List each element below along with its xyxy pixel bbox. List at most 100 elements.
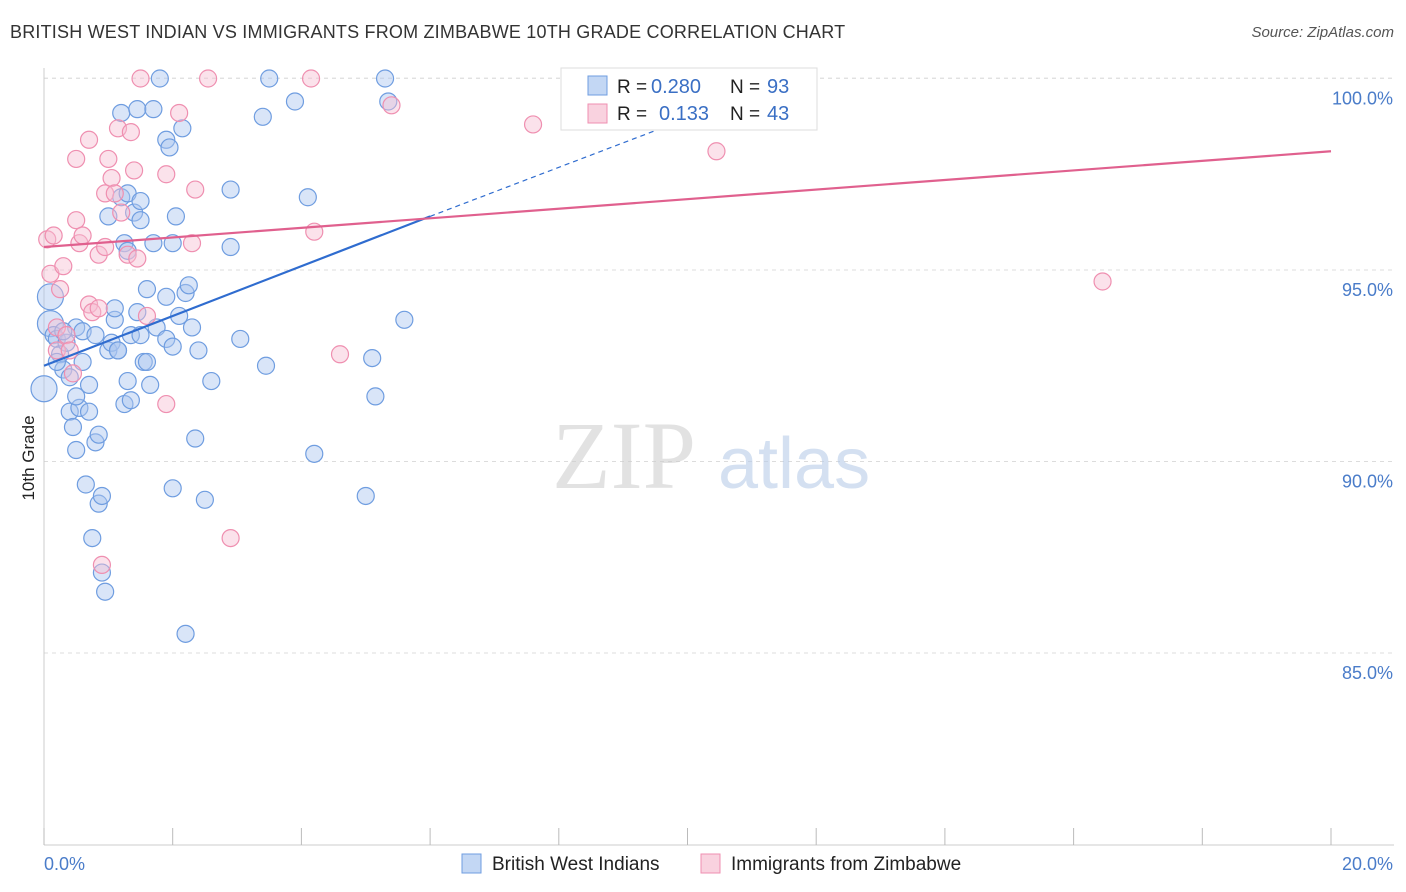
- data-point: [124, 161, 144, 180]
- data-point: [176, 624, 195, 643]
- data-point: [195, 490, 214, 509]
- data-point: [356, 486, 375, 506]
- data-point: [166, 207, 186, 226]
- data-point: [163, 234, 182, 253]
- data-point: [157, 287, 176, 306]
- data-point: [157, 394, 176, 414]
- data-point: [54, 257, 73, 276]
- data-point: [79, 130, 99, 149]
- legend-r-label: R =: [617, 104, 647, 125]
- data-point: [137, 306, 157, 326]
- data-point: [363, 348, 382, 368]
- data-point: [47, 318, 66, 337]
- legend-r-value-0: 0.280: [651, 76, 701, 98]
- trend-line-1: [43, 150, 1332, 249]
- data-point: [198, 69, 218, 88]
- series-1: [38, 69, 1112, 575]
- data-point: [108, 341, 128, 360]
- data-point: [163, 479, 182, 498]
- data-point: [186, 429, 205, 448]
- y-tick-label: 100.0%: [1332, 89, 1393, 109]
- data-point: [256, 356, 276, 375]
- data-point: [150, 69, 169, 88]
- data-point: [96, 582, 115, 601]
- data-point: [189, 341, 208, 360]
- data-point: [57, 326, 76, 345]
- data-point: [160, 138, 179, 157]
- data-point: [131, 69, 150, 88]
- watermark-zip: ZIP: [552, 402, 696, 509]
- data-point: [141, 375, 160, 394]
- series-0: [30, 69, 414, 643]
- data-point: [144, 234, 163, 253]
- data-point: [92, 555, 112, 575]
- data-point: [131, 191, 150, 211]
- data-point: [231, 329, 250, 349]
- data-point: [202, 371, 221, 391]
- data-point: [76, 475, 95, 494]
- data-point: [179, 276, 198, 295]
- gridlines: [44, 77, 1394, 654]
- data-point: [395, 310, 414, 329]
- data-point: [67, 387, 86, 406]
- data-points: [30, 69, 1112, 643]
- data-point: [253, 107, 272, 126]
- data-point: [121, 391, 140, 410]
- data-point: [182, 234, 202, 253]
- data-point: [144, 100, 163, 119]
- y-tick-label: 95.0%: [1342, 280, 1393, 300]
- data-point: [92, 563, 112, 582]
- tick-labels: 85.0% 90.0% 95.0% 100.0% 0.0% 20.0%: [44, 89, 1393, 875]
- y-tick-label: 90.0%: [1342, 472, 1393, 492]
- data-point: [102, 168, 121, 188]
- data-point: [128, 100, 147, 119]
- y-tick-label: 85.0%: [1342, 663, 1393, 683]
- data-point: [375, 69, 395, 88]
- trend-line-0: [43, 215, 431, 367]
- data-point: [60, 402, 79, 421]
- legend-swatch-zimbabwe: [587, 103, 608, 124]
- legend-n-value-1: 43: [767, 103, 789, 125]
- data-point: [221, 528, 240, 548]
- data-point: [89, 299, 108, 318]
- legend-r-value-1: 0.133: [659, 103, 709, 125]
- data-point: [67, 211, 86, 230]
- series-legend-swatch-zimbabwe: [700, 853, 721, 874]
- data-point: [523, 115, 543, 134]
- series-legend-label-british-west-indians: British West Indians: [492, 854, 660, 875]
- data-point: [79, 402, 99, 421]
- data-point: [63, 364, 83, 383]
- data-point: [83, 528, 102, 548]
- x-tick-label-max: 20.0%: [1342, 854, 1393, 874]
- watermark-atlas: atlas: [718, 424, 870, 504]
- data-point: [112, 103, 131, 123]
- chart-title: BRITISH WEST INDIAN VS IMMIGRANTS FROM Z…: [10, 22, 846, 42]
- data-point: [92, 486, 112, 506]
- data-point: [170, 103, 189, 123]
- data-point: [44, 226, 63, 245]
- y-axis-title: 10th Grade: [19, 415, 38, 500]
- data-point: [70, 398, 89, 417]
- data-point: [89, 425, 108, 444]
- data-point: [260, 69, 279, 88]
- data-point: [63, 417, 83, 437]
- data-point: [285, 92, 305, 111]
- data-point: [105, 299, 124, 318]
- data-point: [330, 345, 350, 364]
- data-point: [366, 387, 385, 406]
- data-point: [99, 149, 118, 169]
- watermark: ZIP atlas: [552, 402, 870, 509]
- data-point: [131, 211, 150, 230]
- axes: [43, 68, 1394, 846]
- data-point: [67, 440, 86, 460]
- data-point: [1093, 272, 1112, 291]
- data-point: [137, 352, 157, 372]
- series-legend-label-zimbabwe: Immigrants from Zimbabwe: [731, 854, 961, 875]
- data-point: [186, 180, 205, 199]
- legend-n-value-0: 93: [767, 76, 789, 98]
- data-point: [707, 142, 726, 161]
- data-point: [112, 203, 131, 222]
- data-point: [47, 341, 66, 360]
- data-point: [298, 188, 317, 207]
- data-point: [30, 375, 58, 403]
